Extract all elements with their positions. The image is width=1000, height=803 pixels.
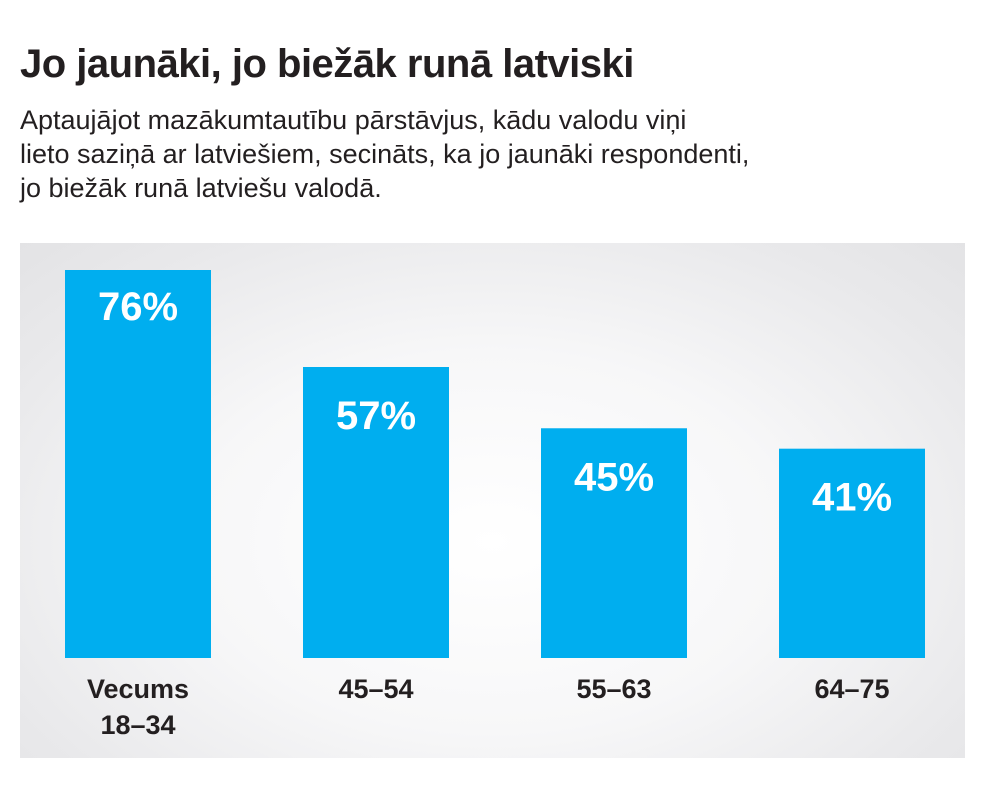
bar-4 — [779, 448, 925, 658]
category-label-2: 45–54 — [338, 674, 413, 704]
bar-chart: 76% Vecums 18–34 57% 45–54 45% 55–63 41% 64–75 — [65, 270, 925, 740]
subtitle-line-3: jo biežāk runā latviešu valodā. — [20, 173, 382, 203]
bar-3 — [541, 428, 687, 658]
bar-2 — [303, 367, 449, 658]
category-label-3: 55–63 — [576, 674, 651, 704]
bar-value-label-3: 45% — [574, 455, 654, 499]
bar-value-label-4: 41% — [812, 476, 892, 520]
category-label-4: 64–75 — [814, 674, 889, 704]
subtitle-line-2: lieto saziņā ar latviešiem, secināts, ka… — [20, 139, 750, 169]
chart-panel: 76% Vecums 18–34 57% 45–54 45% 55–63 41% 64–75 — [20, 243, 965, 758]
bar-value-label-2: 57% — [336, 394, 416, 438]
chart-title: Jo jaunāki, jo biežāk runā latviski — [20, 42, 634, 86]
bar-1 — [65, 270, 211, 658]
category-label-1-line-1: Vecums — [87, 674, 189, 704]
subtitle-line-1: Aptaujājot mazākumtautību pārstāvjus, kā… — [20, 105, 687, 135]
bar-value-label-1: 76% — [98, 285, 178, 329]
chart-subtitle: Aptaujājot mazākumtautību pārstāvjus, kā… — [20, 103, 985, 205]
category-label-1-line-2: 18–34 — [100, 710, 175, 740]
